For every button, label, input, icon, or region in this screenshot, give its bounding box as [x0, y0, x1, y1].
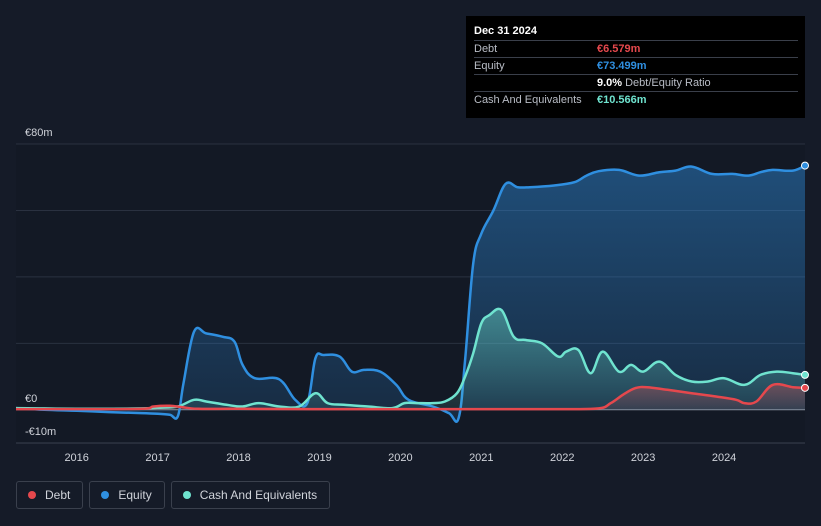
- tooltip-row-equity: Equity €73.499m: [474, 57, 798, 74]
- equity-end-point: [801, 161, 809, 170]
- cash-line: [15, 307, 806, 411]
- legend-item-debt[interactable]: Debt: [16, 481, 84, 509]
- x-tick-label: 2024: [712, 452, 736, 464]
- tooltip-panel: Dec 31 2024 Debt €6.579m Equity €73.499m…: [466, 16, 805, 118]
- debt-end-point: [801, 383, 809, 392]
- x-tick-label: 2019: [307, 452, 331, 464]
- tooltip-cash-value: €10.566m: [597, 94, 647, 106]
- x-tick-label: 2023: [631, 452, 655, 464]
- legend: Debt Equity Cash And Equivalents: [16, 481, 331, 509]
- debt-line: [15, 382, 806, 411]
- equity-dot-icon: [101, 491, 110, 499]
- x-tick-label: 2021: [469, 452, 493, 464]
- tooltip-row-cash: Cash And Equivalents €10.566m: [474, 91, 798, 108]
- tooltip-ratio-label: Debt/Equity Ratio: [625, 77, 711, 89]
- x-tick-label: 2022: [550, 452, 574, 464]
- legend-label: Equity: [118, 488, 152, 502]
- tooltip-label: Debt: [474, 43, 498, 55]
- tooltip-date: Dec 31 2024: [474, 25, 537, 37]
- tooltip-label: Equity: [474, 60, 505, 72]
- legend-item-cash[interactable]: Cash And Equivalents: [170, 481, 331, 509]
- tooltip-row-debt: Debt €6.579m: [474, 40, 798, 57]
- y-tick-label: -€10m: [25, 426, 56, 438]
- debt-dot-icon: [28, 491, 36, 499]
- y-tick-label: €80m: [25, 127, 53, 139]
- cash-area: [16, 308, 805, 410]
- legend-item-equity[interactable]: Equity: [89, 481, 165, 509]
- legend-label: Cash And Equivalents: [199, 488, 318, 502]
- x-tick-label: 2017: [145, 452, 169, 464]
- debt-area: [16, 384, 805, 410]
- cash-dot-icon: [182, 491, 191, 499]
- x-tick-label: 2016: [64, 452, 88, 464]
- tooltip-equity-value: €73.499m: [597, 60, 647, 72]
- x-tick-label: 2018: [226, 452, 250, 464]
- tooltip-row-ratio: 9.0% Debt/Equity Ratio: [474, 74, 798, 91]
- tooltip-label: [474, 75, 597, 91]
- tooltip-debt-value: €6.579m: [597, 43, 641, 55]
- tooltip-ratio-value: 9.0%: [597, 77, 623, 89]
- tooltip-label: Cash And Equivalents: [474, 94, 582, 106]
- y-tick-label: €0: [25, 393, 37, 405]
- cash-end-point: [801, 370, 809, 379]
- legend-label: Debt: [45, 488, 71, 502]
- x-tick-label: 2020: [388, 452, 412, 464]
